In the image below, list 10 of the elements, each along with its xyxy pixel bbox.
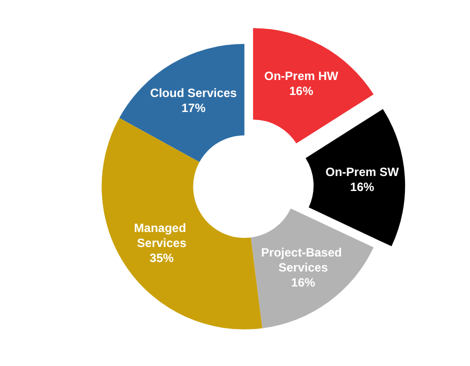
slice-label: On-Prem SW (325, 164, 400, 179)
data-label: 17% (181, 101, 206, 116)
data-label: 16% (291, 276, 316, 290)
slice-label: Cloud Services (150, 86, 238, 100)
data-label: 16% (289, 84, 314, 98)
data-label: 16% (350, 180, 374, 194)
data-label: 35% (150, 250, 174, 265)
slice-label: On-Prem HW (264, 68, 339, 83)
slice-label: Managed Services (134, 220, 190, 250)
slice-label: Project-Based Services (261, 246, 346, 275)
